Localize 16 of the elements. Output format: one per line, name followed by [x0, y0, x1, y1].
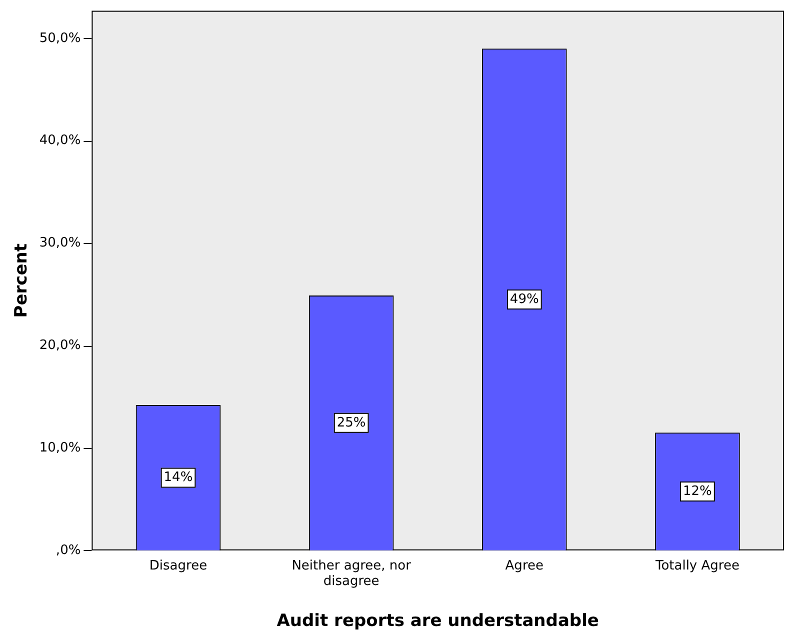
- x-tick-label: Totally Agree: [654, 558, 740, 574]
- data-label: 49%: [510, 292, 539, 307]
- y-tick-label: 40,0%: [39, 133, 81, 148]
- x-axis-title: Audit reports are understandable: [276, 611, 599, 632]
- x-tick-label: Disagree: [149, 558, 208, 574]
- y-tick-label: 10,0%: [39, 440, 81, 456]
- x-tick-label: Neither agree, nor disagree: [292, 558, 412, 590]
- y-axis-title: Percent: [12, 243, 32, 318]
- data-label: 25%: [336, 415, 366, 430]
- x-tick-label: Agree: [505, 558, 544, 574]
- data-label: 14%: [164, 470, 193, 486]
- y-tick-label: 30,0%: [39, 236, 81, 251]
- y-tick-label: 20,0%: [39, 338, 81, 353]
- y-tick-label: 50,0%: [39, 30, 81, 46]
- data-label: 12%: [683, 484, 712, 499]
- y-tick-label: ,0%: [56, 542, 81, 558]
